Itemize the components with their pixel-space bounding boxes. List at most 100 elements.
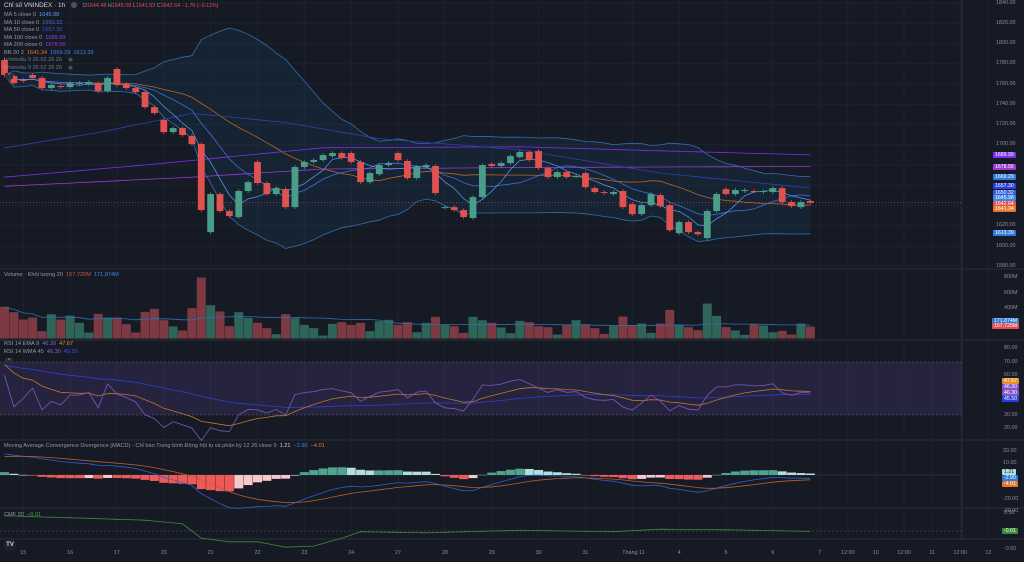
- price-tag: 1613.39: [993, 230, 1016, 236]
- macd-histogram-bar: [206, 475, 216, 491]
- volume-bar: [440, 324, 450, 339]
- legend-ma10[interactable]: MA 10 close 0 1650.32: [4, 20, 65, 27]
- volume-bar: [281, 314, 291, 339]
- collapse-legend-button[interactable]: ^: [5, 73, 13, 79]
- macd-histogram-bar: [487, 472, 497, 475]
- hidden-eye-icon[interactable]: ◉: [68, 57, 74, 63]
- time-axis-label: 16: [67, 550, 74, 556]
- candle-body: [66, 83, 74, 88]
- legend-rsi-wma[interactable]: RSI 14 WMA 45 46.30 45.50: [4, 349, 81, 356]
- macd-value: −2.90: [293, 443, 308, 449]
- volume-bar: [187, 308, 197, 339]
- candle-body: [29, 74, 37, 78]
- legend-cmf[interactable]: CMF 20 −0.01: [4, 512, 44, 519]
- candle-body: [760, 191, 767, 193]
- macd-histogram-bar: [56, 475, 66, 479]
- candle-body: [619, 191, 627, 208]
- volume-axis-label: 600M: [1004, 289, 1018, 296]
- macd-axis-label: -30.00: [1003, 507, 1019, 514]
- macd-histogram-bar: [787, 472, 797, 475]
- price-axis-label: 1800.00: [996, 40, 1016, 46]
- macd-histogram-bar: [618, 475, 628, 479]
- macd-histogram-bar: [702, 475, 712, 478]
- tradingview-logo-icon[interactable]: TV: [4, 539, 16, 551]
- time-axis-label: 28: [441, 550, 448, 556]
- macd-histogram-bar: [749, 470, 759, 475]
- macd-histogram-bar: [215, 475, 225, 492]
- candle-body: [769, 188, 777, 193]
- macd-histogram-bar: [496, 471, 506, 475]
- candle-body: [197, 144, 205, 211]
- rsi-tag: 47.67: [1002, 378, 1019, 384]
- candle-body: [460, 210, 468, 218]
- legend-ichimoku-2[interactable]: Ichimoku 9 26 52 26 26 ◉: [4, 65, 76, 72]
- volume-bar: [46, 314, 56, 339]
- candle-body: [675, 222, 683, 234]
- volume-bar: [271, 334, 281, 339]
- candle-body: [553, 172, 561, 178]
- macd-histogram-bar: [271, 475, 281, 479]
- legend-volume[interactable]: Volume · Khối lượng 20 157.725M 171.874M: [4, 272, 122, 279]
- candle-body: [404, 160, 411, 179]
- legend-bb[interactable]: BB 20 2 1641.34 1669.29 1613.39: [4, 50, 97, 57]
- legend-rsi-ema[interactable]: RSI 14 EMA 9 46.30 47.67: [4, 341, 76, 348]
- rsi-label: RSI 14 EMA 9: [4, 341, 40, 347]
- macd-histogram-bar: [140, 475, 150, 480]
- volume-bar: [571, 320, 581, 339]
- candle-body: [272, 188, 280, 195]
- macd-histogram-bar: [505, 469, 515, 475]
- volume-bar: [609, 325, 619, 339]
- bb-basis-value: 1641.34: [26, 49, 48, 56]
- hidden-eye-icon[interactable]: ◉: [68, 64, 74, 71]
- volume-bar: [646, 332, 656, 339]
- macd-histogram-bar: [168, 475, 178, 484]
- volume-bar: [412, 332, 422, 339]
- time-axis-label: 17: [113, 550, 120, 556]
- macd-label: Moving Average Convergence Divergence (M…: [4, 443, 277, 449]
- macd-histogram-bar: [46, 475, 56, 478]
- volume-bar: [665, 309, 675, 339]
- macd-histogram-bar: [440, 475, 450, 477]
- macd-histogram-bar: [103, 475, 113, 478]
- volume-bar: [356, 322, 366, 339]
- volume-bar: [524, 322, 534, 339]
- volume-bar: [543, 327, 553, 339]
- macd-histogram-bar: [562, 473, 572, 475]
- bb-label: BB 20 2: [4, 49, 24, 56]
- volume-bar: [65, 315, 75, 339]
- volume-bar: [393, 324, 403, 339]
- macd-histogram-bar: [768, 470, 778, 475]
- candle-body: [450, 207, 458, 211]
- macd-histogram-bar: [159, 475, 169, 483]
- candle-body: [151, 107, 158, 114]
- macd-histogram-bar: [252, 475, 262, 483]
- macd-histogram-bar: [777, 471, 787, 475]
- volume-bar: [674, 324, 684, 339]
- macd-histogram-bar: [243, 475, 253, 486]
- legend-macd[interactable]: Moving Average Convergence Divergence (M…: [4, 443, 328, 450]
- legend-ma5[interactable]: MA 5 close 0 1645.98: [4, 12, 62, 19]
- volume-bar: [384, 319, 394, 339]
- candle-body: [38, 77, 46, 89]
- legend-ma100[interactable]: MA 100 close 0 1689.99: [4, 35, 68, 42]
- legend-ichimoku-1[interactable]: Ichimoku 9 26 52 26 26 ◉: [4, 57, 76, 64]
- candle-body: [254, 161, 261, 184]
- legend-ma200[interactable]: MA 200 close 0 1678.56: [4, 42, 68, 49]
- close-label: C: [156, 3, 161, 9]
- price-tag: 1669.29: [993, 174, 1016, 180]
- macd-histogram-bar: [609, 475, 619, 478]
- candle-body: [703, 211, 711, 239]
- macd-histogram-bar: [0, 472, 9, 475]
- legend-ma50[interactable]: MA 50 close 0 1657.30: [4, 27, 65, 34]
- macd-axis-label: 10.00: [1003, 459, 1017, 466]
- candle-body: [1, 60, 8, 75]
- macd-histogram-bar: [805, 473, 815, 475]
- volume-tag: 157.725M: [992, 323, 1020, 329]
- time-axis-label: 30: [535, 550, 542, 556]
- collapse-legend-button[interactable]: ^: [5, 358, 13, 364]
- macd-histogram-bar: [674, 475, 684, 480]
- macd-histogram-bar: [543, 471, 553, 475]
- symbol-title[interactable]: Chỉ số VNINDEX · 1h: [4, 2, 66, 9]
- candle-body: [610, 192, 617, 195]
